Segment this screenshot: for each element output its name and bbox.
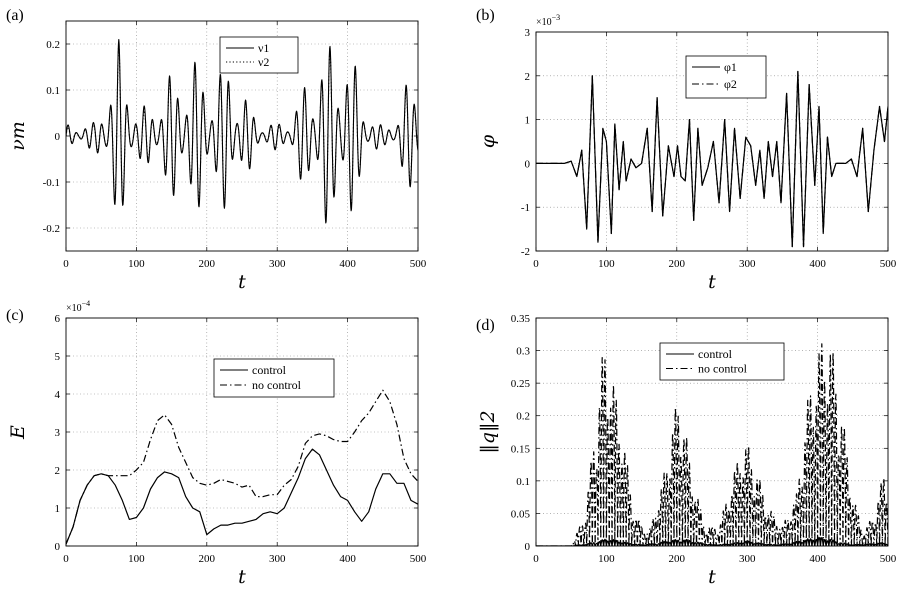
y-tick-label: 0.2 [516, 411, 530, 423]
scale-exponent-power: −3 [552, 13, 561, 22]
series-line-control [66, 448, 418, 545]
y-tick-label: 2 [525, 71, 531, 83]
x-axis-label: t [238, 271, 246, 293]
y-tick-label: 6 [55, 313, 61, 325]
y-tick-label: 0 [525, 541, 531, 553]
y-tick-label: 0.25 [511, 378, 531, 390]
panel-c-label: (c) [6, 307, 24, 324]
y-axis-label: νm [7, 121, 29, 151]
x-axis-label: t [238, 566, 246, 588]
y-tick-label: -1 [521, 202, 530, 214]
legend-label: ν1 [258, 41, 269, 55]
y-tick-label: 1 [525, 115, 531, 127]
y-axis-label: E [7, 425, 29, 440]
y-tick-label: 0.05 [511, 508, 531, 520]
x-tick-label: 300 [269, 258, 286, 270]
y-tick-label: 4 [55, 389, 61, 401]
x-tick-label: 0 [63, 258, 69, 270]
y-axis-label: ‖q‖2 [477, 410, 499, 453]
plot-frame [535, 31, 889, 252]
x-tick-label: 0 [533, 258, 539, 270]
x-tick-label: 200 [669, 258, 686, 270]
y-tick-label: 0.1 [46, 85, 60, 97]
panel-a-label: (a) [6, 7, 24, 24]
x-tick-label: 500 [410, 553, 427, 565]
legend-box [219, 36, 299, 74]
x-tick-label: 500 [880, 258, 897, 270]
legend-box [659, 342, 785, 381]
panel-d-label: (d) [476, 317, 495, 334]
legend-box [213, 358, 335, 398]
x-tick-label: 100 [598, 258, 615, 270]
x-tick-label: 400 [339, 258, 356, 270]
series-line-no control [66, 389, 418, 545]
panel-b-label: (b) [476, 7, 495, 24]
y-tick-label: 0 [55, 541, 61, 553]
y-tick-label: 0.2 [46, 39, 60, 51]
x-tick-label: 0 [63, 553, 69, 565]
plot-frame [535, 317, 889, 547]
series-line-φ2 [536, 70, 888, 248]
y-tick-label: 5 [55, 351, 61, 363]
x-tick-label: 100 [598, 553, 615, 565]
y-tick-label: 1 [55, 503, 61, 515]
y-tick-label: 0.3 [516, 346, 530, 358]
x-tick-label: 0 [533, 553, 539, 565]
y-tick-label: 2 [55, 465, 61, 477]
scale-exponent: ×10−4 [66, 299, 90, 314]
x-axis-label: t [708, 271, 716, 293]
x-tick-label: 300 [269, 553, 286, 565]
x-tick-label: 100 [128, 553, 145, 565]
series-line-control [536, 536, 888, 546]
legend-label: control [698, 347, 733, 361]
y-axis-label: φ [477, 134, 499, 148]
x-tick-label: 100 [128, 258, 145, 270]
legend-label: ν2 [258, 55, 269, 69]
legend-label: φ1 [724, 60, 737, 74]
y-tick-label: 0.15 [511, 443, 531, 455]
x-tick-label: 300 [739, 553, 756, 565]
scale-exponent-power: −4 [82, 299, 91, 308]
x-tick-label: 400 [809, 258, 826, 270]
y-tick-label: 0 [55, 131, 61, 143]
scale-exponent: ×10−3 [536, 13, 560, 28]
x-tick-label: 200 [199, 258, 216, 270]
legend-label: no control [252, 378, 302, 392]
legend-label: control [252, 363, 287, 377]
y-tick-label: 0.35 [511, 313, 531, 325]
x-tick-label: 500 [880, 553, 897, 565]
scale-exponent-base: ×10 [66, 303, 82, 314]
x-tick-label: 500 [410, 258, 427, 270]
legend-label: φ2 [724, 77, 737, 91]
scale-exponent-base: ×10 [536, 17, 552, 28]
y-tick-label: 0.1 [516, 476, 530, 488]
panel-c: (c) 0 100 200 300 400 500 0 1 2 3 4 5 6 t E ×10−4 contro… [6, 299, 427, 588]
y-tick-label: 0 [525, 158, 531, 170]
y-tick-label: 3 [55, 427, 61, 439]
series-line-ν2 [66, 43, 418, 220]
y-tick-label: -0.1 [43, 177, 60, 189]
panel-a: (a) 0 100 200 300 400 500 -0.2 -0.1 0 0.1 0.2 t νm ν1… [6, 7, 427, 293]
x-tick-label: 200 [199, 553, 216, 565]
plot-frame [65, 20, 419, 252]
x-axis-label: t [708, 566, 716, 588]
plot-frame [65, 317, 419, 547]
x-tick-label: 400 [339, 553, 356, 565]
x-tick-label: 300 [739, 258, 756, 270]
series-line-ν1 [66, 39, 418, 224]
y-tick-label: -2 [521, 246, 530, 258]
x-tick-label: 400 [809, 553, 826, 565]
x-tick-label: 200 [669, 553, 686, 565]
legend-label: no control [698, 362, 748, 376]
panel-d: (d) 0 100 200 300 400 500 0 0.05 0.1 0.15 0.2 0.25 0… [476, 313, 897, 588]
legend-box [685, 55, 767, 99]
y-tick-label: 3 [525, 27, 531, 39]
y-tick-label: -0.2 [43, 223, 60, 235]
